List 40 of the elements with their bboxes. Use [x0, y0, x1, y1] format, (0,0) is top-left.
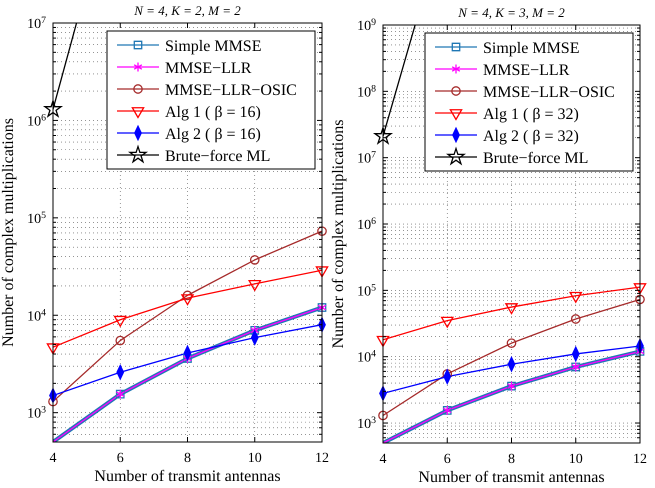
y-tick-label: 10$^{6}$ [357, 216, 376, 234]
x-axis-title: Number of transmit antennas [418, 469, 605, 486]
y-tick-label: 10$^{4}$ [357, 348, 376, 366]
x-tick-label: 12 [315, 451, 329, 466]
x-tick-label: 6 [116, 451, 124, 466]
y-tick-label: 10$^{7}$ [357, 149, 376, 167]
x-tick-label: 10 [248, 451, 262, 466]
legend-label: Alg 2 ( β = 16) [165, 126, 261, 143]
legend-label: MMSE−LLR [483, 62, 570, 79]
y-tick-label: 10$^{7}$ [27, 14, 46, 32]
y-tick-label: 10$^{6}$ [27, 112, 46, 130]
legend-label: Brute−force ML [483, 150, 588, 167]
y-tick-label: 10$^{9}$ [357, 16, 376, 34]
y-tick-label: 10$^{5}$ [27, 209, 46, 227]
legend-label: MMSE−LLR [165, 60, 252, 77]
y-axis-title: Number of complex multiplications [0, 118, 17, 347]
y-tick-label: 10$^{3}$ [357, 414, 376, 432]
chart-title: N = 4, K = 2, M = 2 [133, 3, 242, 18]
legend-label: MMSE−LLR−OSIC [483, 84, 615, 101]
legend-label: Alg 2 ( β = 32) [483, 128, 579, 145]
x-tick-label: 10 [568, 452, 583, 467]
x-tick-label: 12 [633, 452, 647, 467]
y-tick-label: 10$^{4}$ [27, 306, 46, 324]
x-tick-label: 8 [508, 452, 515, 467]
y-tick-label: 10$^{8}$ [357, 82, 376, 100]
legend-label: Alg 1 ( β = 32) [483, 106, 579, 123]
legend-label: MMSE−LLR−OSIC [165, 82, 297, 99]
y-tick-label: 10$^{3}$ [27, 404, 46, 422]
y-tick-label: 10$^{5}$ [357, 282, 376, 300]
y-axis-title: Number of complex multiplications [330, 120, 347, 348]
legend-label: Simple MMSE [165, 38, 262, 55]
x-tick-label: 4 [50, 451, 56, 466]
chart-title: N = 4, K = 3, M = 2 [457, 5, 566, 20]
legend-label: Alg 1 ( β = 16) [165, 104, 261, 121]
legend-label: Brute−force ML [165, 148, 270, 165]
x-tick-label: 8 [184, 451, 191, 466]
legend-label: Simple MMSE [483, 40, 580, 57]
x-tick-label: 6 [444, 452, 451, 467]
x-tick-label: 4 [380, 452, 386, 467]
x-axis-title: Number of transmit antennas [94, 468, 281, 485]
